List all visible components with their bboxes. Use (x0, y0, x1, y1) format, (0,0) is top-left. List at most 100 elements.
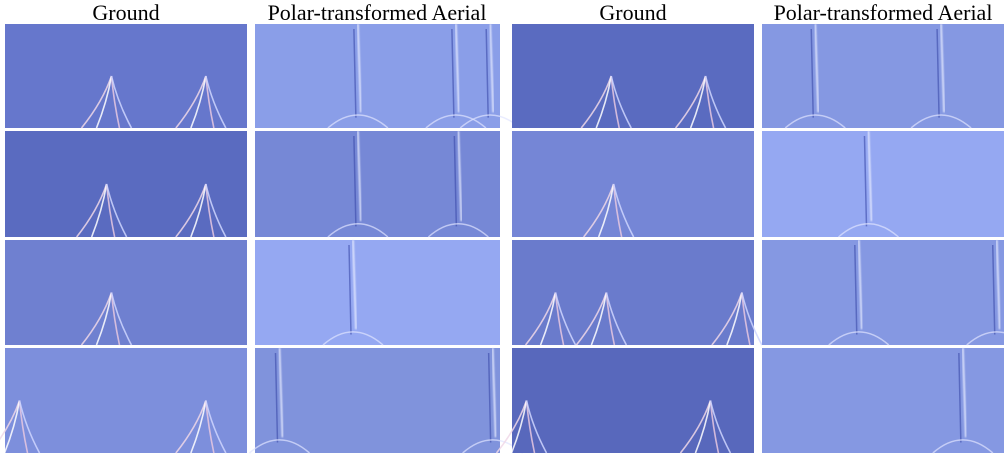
feature-line (524, 292, 557, 346)
feature-arc (327, 114, 389, 129)
feature-streak (274, 352, 279, 443)
image-panel (762, 130, 1004, 238)
column-header: Polar-transformed Aerial (268, 0, 487, 25)
feature-line (90, 183, 108, 238)
image-background (762, 348, 1004, 453)
feature-streak (863, 135, 868, 227)
image-background (762, 24, 1004, 128)
feature-streak (454, 23, 460, 113)
feature-arc (427, 223, 489, 238)
feature-line (190, 75, 207, 129)
feature-line (0, 400, 21, 441)
feature-streak (936, 28, 940, 118)
feature-line (726, 292, 743, 346)
image-background (762, 131, 1004, 237)
feature-arc (837, 223, 899, 238)
feature-streak (991, 244, 996, 335)
column-header: Polar-transformed Aerial (774, 0, 993, 25)
image-panel (762, 347, 1004, 454)
feature-line (612, 183, 635, 238)
image-background (512, 131, 754, 237)
feature-streak (352, 239, 357, 330)
feature-streak (453, 135, 458, 227)
feature-line (3, 400, 21, 454)
feature-line (80, 75, 113, 129)
column-header: Ground (92, 0, 159, 25)
feature-streak (995, 239, 1001, 330)
feature-streak (961, 347, 967, 438)
image-background (255, 348, 500, 453)
feature-streak (278, 347, 284, 438)
feature-line (610, 75, 632, 129)
feature-line (205, 183, 227, 238)
image-background (5, 240, 247, 345)
feature-streak (810, 28, 814, 118)
feature-line (205, 400, 227, 454)
feature-line (175, 183, 207, 238)
feature-arc (327, 223, 389, 238)
image-panel (5, 24, 247, 129)
feature-line (205, 75, 227, 129)
feature-streak (485, 28, 489, 118)
feature-streak (854, 244, 858, 335)
feature-line (674, 75, 707, 129)
feature-line (605, 292, 628, 346)
feature-streak (489, 23, 495, 113)
feature-line (18, 400, 41, 454)
feature-arc (932, 439, 994, 454)
feature-line (575, 292, 608, 346)
feature-line (711, 292, 743, 346)
feature-arc (425, 114, 487, 129)
feature-streak (348, 244, 352, 335)
feature-line (694, 400, 712, 454)
feature-line (190, 400, 207, 454)
image-background (255, 131, 500, 237)
image-panel (762, 239, 1004, 346)
feature-arc (966, 331, 1004, 346)
image-panel (762, 23, 1004, 129)
feature-line (525, 400, 548, 454)
image-background (762, 240, 1004, 345)
feature-line (741, 292, 763, 346)
feature-line (510, 400, 528, 454)
feature-streak (814, 23, 820, 113)
feature-line (175, 75, 207, 129)
feature-arc (249, 439, 310, 454)
feature-line (590, 292, 608, 346)
feature-streak (353, 28, 357, 118)
feature-streak (451, 28, 455, 118)
image-background (255, 240, 500, 345)
feature-line (80, 292, 113, 346)
column-header: Ground (599, 0, 666, 25)
feature-line (76, 183, 108, 238)
feature-line (583, 183, 615, 238)
feature-line (595, 75, 613, 129)
feature-line (95, 75, 113, 129)
image-panel (255, 130, 500, 238)
feature-streak (867, 130, 873, 222)
feature-line (110, 75, 133, 129)
image-panel (249, 347, 524, 454)
feature-streak (958, 352, 962, 443)
feature-streak (353, 135, 357, 227)
image-panel (5, 240, 247, 346)
feature-line (554, 292, 577, 346)
feature-streak (356, 130, 362, 222)
feature-line (689, 75, 707, 129)
feature-line (704, 75, 727, 129)
feature-line (580, 75, 612, 129)
image-background (255, 24, 500, 128)
feature-streak (491, 347, 497, 438)
feature-streak (940, 23, 946, 113)
feature-streak (487, 352, 492, 443)
image-panel (255, 23, 521, 129)
feature-arc (828, 331, 890, 346)
feature-streak (457, 130, 463, 222)
feature-line (495, 400, 528, 454)
image-panel (495, 348, 754, 454)
image-panel (512, 240, 763, 346)
image-panel (0, 348, 247, 454)
image-background (512, 24, 754, 128)
